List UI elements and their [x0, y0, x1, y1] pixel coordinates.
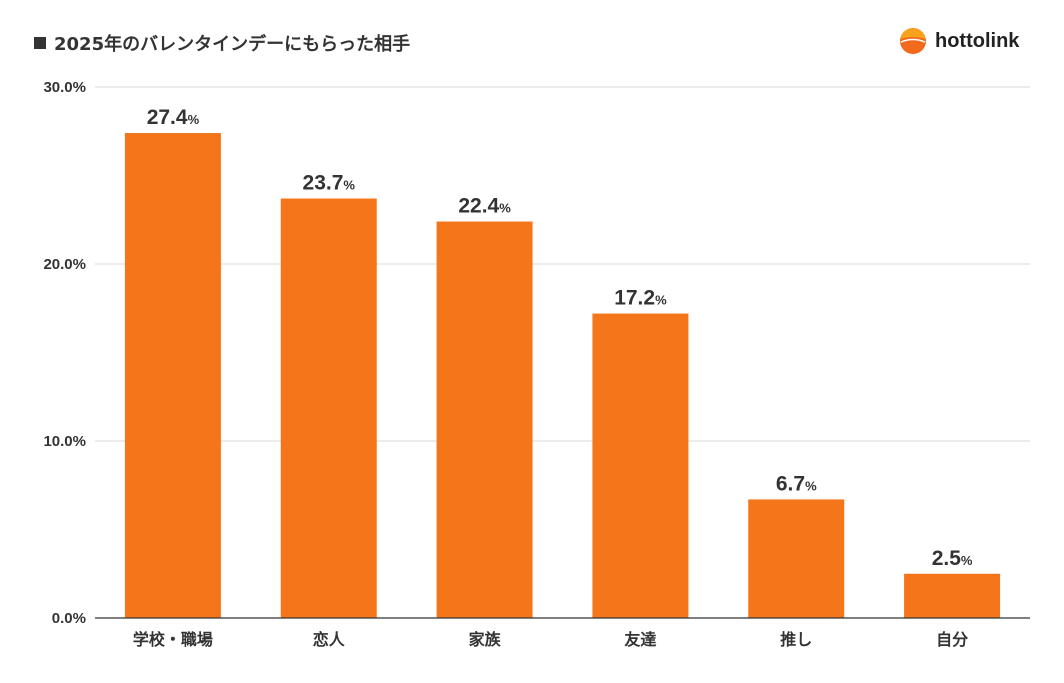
bar — [748, 499, 845, 618]
value-label-unit: % — [961, 553, 973, 568]
value-label-unit: % — [805, 478, 817, 493]
category-label: 家族 — [469, 630, 502, 649]
y-tick-label: 0.0% — [52, 610, 86, 627]
value-label-unit: % — [188, 112, 200, 127]
category-label: 友達 — [624, 630, 656, 649]
value-label: 6.7% — [776, 472, 817, 495]
category-label: 学校・職場 — [133, 630, 213, 649]
title-square-icon — [34, 37, 46, 49]
value-label: 23.7% — [303, 172, 356, 195]
y-tick-label: 10.0% — [43, 433, 86, 450]
value-label-number: 27.4 — [147, 106, 188, 129]
bar — [592, 313, 689, 618]
value-label-number: 2.5 — [932, 547, 962, 570]
value-label-unit: % — [655, 293, 667, 308]
category-label: 推し — [780, 630, 812, 649]
value-label: 22.4% — [458, 195, 511, 218]
value-label-number: 17.2 — [614, 287, 655, 310]
logo-wave — [900, 38, 926, 43]
chart-title: 2025年のバレンタインデーにもらった相手 — [34, 30, 410, 56]
logo-circle-top — [900, 28, 926, 39]
brand-logo: hottolink — [900, 28, 1019, 54]
value-label: 2.5% — [932, 547, 973, 570]
value-label-number: 23.7 — [303, 172, 344, 195]
chart-title-text: 2025年のバレンタインデーにもらった相手 — [54, 34, 411, 55]
value-label-unit: % — [343, 178, 355, 193]
value-label: 17.2% — [614, 287, 667, 310]
bar — [124, 133, 221, 618]
hottolink-logo-icon — [900, 28, 926, 54]
bar — [904, 573, 1001, 618]
value-label-number: 22.4 — [458, 195, 499, 218]
value-label-number: 6.7 — [776, 472, 805, 495]
bar — [436, 221, 533, 618]
value-label-unit: % — [499, 201, 511, 216]
category-label: 自分 — [936, 630, 968, 649]
value-label: 27.4% — [147, 106, 200, 129]
y-tick-label: 30.0% — [43, 79, 86, 96]
y-tick-label: 20.0% — [43, 256, 86, 273]
bar — [280, 198, 377, 618]
brand-name: hottolink — [935, 29, 1020, 52]
category-label: 恋人 — [313, 630, 346, 649]
